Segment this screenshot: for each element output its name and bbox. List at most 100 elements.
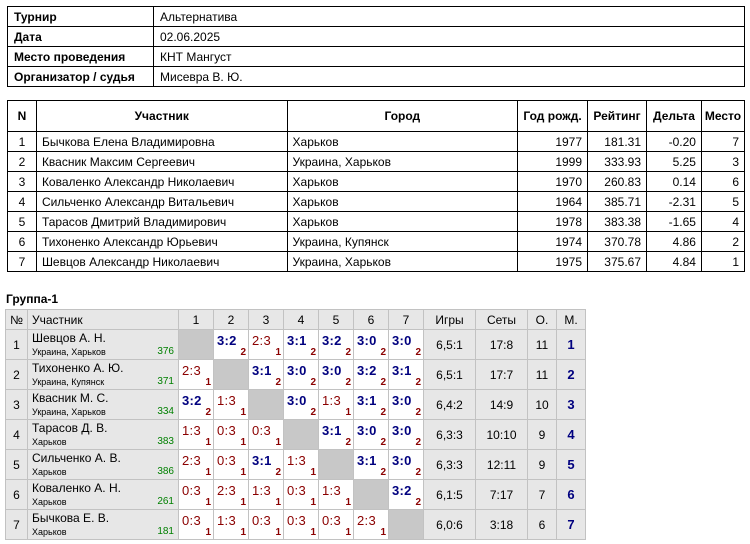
ct-match-score: 3:1 — [252, 363, 272, 378]
ct-match-score: 1:3 — [322, 393, 341, 408]
participant-name: Квасник Максим Сергеевич — [35, 151, 288, 172]
crosstable-row: 6 Коваленко А. Н. Харьков 261 0:3 1 2:3 1 1:3 1 0:… — [5, 479, 586, 510]
participant-row: 5 Тарасов Дмитрий Владимирович Харьков 1978… — [7, 211, 746, 232]
ct-games: 6,0:6 — [423, 509, 476, 540]
ct-match-points: 2 — [380, 467, 386, 478]
ct-player: Бычкова Е. В. Харьков 181 — [27, 509, 179, 540]
col-header-rating: Рейтинг — [587, 100, 647, 132]
ct-player-name: Шевцов А. Н. — [32, 331, 106, 345]
ct-match-points: 1 — [240, 467, 246, 478]
ct-match-score: 3:0 — [392, 453, 412, 468]
ct-match-points: 1 — [205, 467, 211, 478]
participant-city: Украина, Купянск — [286, 231, 519, 252]
group-title: Группа-1 — [6, 292, 59, 306]
participants-body: 1 Бычкова Елена Владимировна Харьков 1977 18… — [7, 131, 746, 272]
ct-self-cell — [388, 509, 424, 540]
ct-match-score: 3:0 — [287, 363, 307, 378]
col-header-name: Участник — [35, 100, 288, 132]
ct-header-opponent-6: 6 — [353, 309, 389, 330]
ct-match-cell: 3:0 2 — [353, 419, 389, 450]
ct-match-points: 2 — [380, 437, 386, 448]
participant-row: 7 Шевцов Александр Николаевич Украина, Хар… — [7, 251, 746, 272]
ct-match-cell: 3:0 2 — [388, 419, 424, 450]
ct-number: 6 — [5, 479, 28, 510]
ct-match-cell: 2:3 1 — [213, 479, 249, 510]
ct-match-score: 0:3 — [287, 483, 306, 498]
ct-header-place: М. — [556, 309, 586, 330]
ct-place: 1 — [556, 329, 586, 360]
participant-place: 2 — [700, 231, 746, 252]
ct-match-points: 1 — [275, 347, 281, 358]
participant-row: 3 Коваленко Александр Николаевич Харьков 19… — [7, 171, 746, 192]
ct-match-points: 2 — [275, 377, 281, 388]
ct-match-score: 3:0 — [357, 333, 377, 348]
ct-match-score: 0:3 — [322, 513, 341, 528]
ct-match-cell: 3:0 2 — [388, 449, 424, 480]
ct-match-points: 1 — [310, 497, 316, 508]
ct-player-rating: 334 — [157, 406, 174, 417]
ct-match-cell: 3:1 2 — [318, 419, 354, 450]
info-value: Альтернатива — [153, 6, 745, 27]
crosstable-row: 7 Бычкова Е. В. Харьков 181 0:3 1 1:3 1 0:3 1 0:3 1… — [5, 509, 586, 540]
participant-n: 2 — [7, 151, 37, 172]
ct-player-city: Украина, Купянск — [32, 377, 105, 387]
ct-player-city: Украина, Харьков — [32, 407, 106, 417]
ct-match-points: 1 — [205, 377, 211, 388]
ct-match-cell: 3:1 2 — [388, 359, 424, 390]
participant-n: 5 — [7, 211, 37, 232]
ct-match-points: 2 — [275, 467, 281, 478]
ct-number: 4 — [5, 419, 28, 450]
ct-number: 1 — [5, 329, 28, 360]
ct-match-points: 2 — [310, 377, 316, 388]
ct-match-cell: 3:2 2 — [213, 329, 249, 360]
info-label: Дата — [7, 26, 154, 47]
ct-match-points: 1 — [310, 467, 316, 478]
ct-place: 4 — [556, 419, 586, 450]
ct-match-score: 3:2 — [182, 393, 202, 408]
ct-sets: 7:17 — [475, 479, 528, 510]
ct-match-score: 2:3 — [357, 513, 376, 528]
ct-match-points: 2 — [240, 347, 246, 358]
participant-rating: 370.78 — [587, 231, 647, 252]
participant-city: Харьков — [286, 171, 519, 192]
ct-header-sets: Сеты — [475, 309, 528, 330]
ct-match-cell: 3:1 2 — [248, 359, 284, 390]
participant-rating: 181.31 — [587, 131, 647, 152]
ct-player-rating: 181 — [157, 526, 174, 537]
ct-match-cell: 3:0 2 — [283, 389, 319, 420]
ct-match-points: 2 — [310, 407, 316, 418]
ct-match-cell: 1:3 1 — [213, 389, 249, 420]
participant-delta: 0.14 — [646, 171, 702, 192]
participant-year: 1977 — [517, 131, 589, 152]
crosstable-body: 1 Шевцов А. Н. Украина, Харьков 376 3:2 2 2:3 1… — [5, 329, 586, 540]
ct-header-points: О. — [527, 309, 557, 330]
participant-year: 1974 — [517, 231, 589, 252]
ct-player: Сильченко А. В. Харьков 386 — [27, 449, 179, 480]
participant-place: 1 — [700, 251, 746, 272]
ct-player-name: Коваленко А. Н. — [32, 481, 121, 495]
ct-place: 7 — [556, 509, 586, 540]
ct-match-cell: 0:3 1 — [318, 509, 354, 540]
info-row: Место проведения КНТ Мангуст — [7, 46, 745, 67]
ct-points: 11 — [527, 359, 557, 390]
ct-header-opponent-4: 4 — [283, 309, 319, 330]
ct-sets: 17:8 — [475, 329, 528, 360]
ct-match-points: 1 — [240, 437, 246, 448]
ct-match-points: 2 — [415, 497, 421, 508]
ct-self-cell — [213, 359, 249, 390]
participant-rating: 375.67 — [587, 251, 647, 272]
ct-match-score: 0:3 — [182, 513, 201, 528]
ct-header-games: Игры — [423, 309, 476, 330]
ct-match-cell: 1:3 1 — [213, 509, 249, 540]
ct-match-score: 3:0 — [287, 393, 307, 408]
ct-match-cell: 1:3 1 — [283, 449, 319, 480]
ct-match-cell: 2:3 1 — [353, 509, 389, 540]
participant-delta: -1.65 — [646, 211, 702, 232]
participant-rating: 383.38 — [587, 211, 647, 232]
ct-match-points: 1 — [205, 527, 211, 538]
ct-player-name: Сильченко А. В. — [32, 451, 121, 465]
ct-match-points: 2 — [310, 347, 316, 358]
ct-match-score: 0:3 — [217, 453, 236, 468]
participant-place: 3 — [700, 151, 746, 172]
participant-year: 1978 — [517, 211, 589, 232]
